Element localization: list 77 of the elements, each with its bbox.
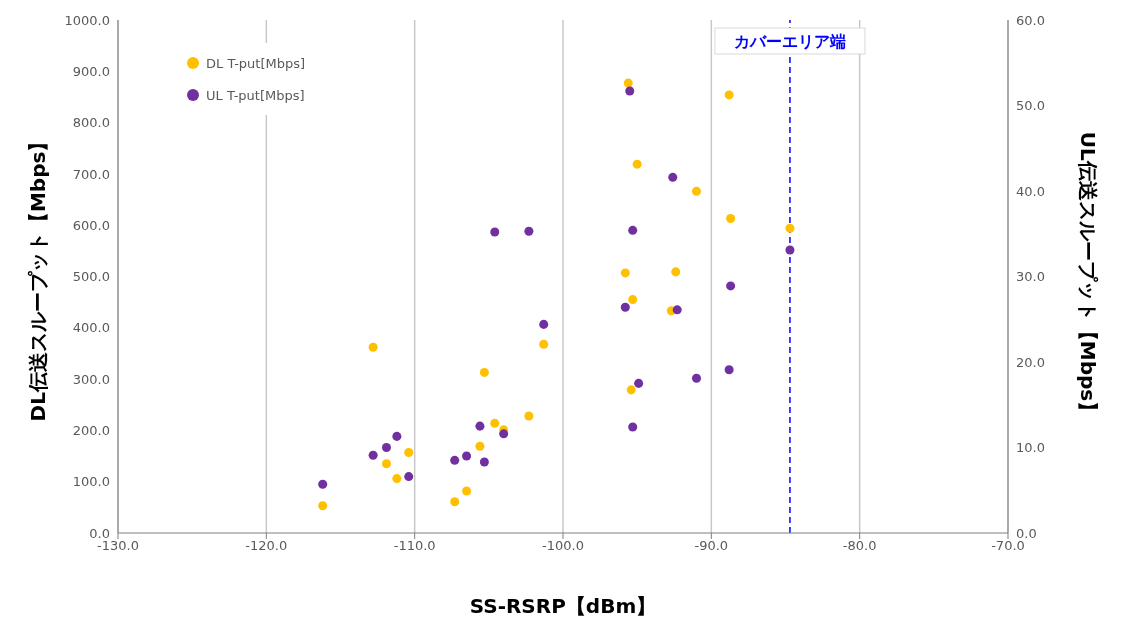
point xyxy=(672,305,682,315)
legend-label: DL T-put[Mbps] xyxy=(206,55,306,71)
point xyxy=(368,342,378,352)
point xyxy=(475,421,485,431)
point xyxy=(628,422,638,432)
point xyxy=(381,459,391,469)
point xyxy=(632,159,642,169)
point xyxy=(620,268,630,278)
y-tick-label: 900.0 xyxy=(72,63,110,79)
legend-label: UL T-put[Mbps] xyxy=(206,87,305,103)
point xyxy=(691,186,702,196)
y-axis-title: DL伝送スループット【Mbps】 xyxy=(26,131,51,422)
x-tick-label: -110.0 xyxy=(393,538,436,554)
point xyxy=(671,267,681,277)
y-tick-label: 400.0 xyxy=(72,320,110,336)
point xyxy=(462,486,472,496)
point xyxy=(724,90,734,100)
point xyxy=(490,227,500,237)
ref-line-label: カバーエリア端 xyxy=(733,31,846,51)
point xyxy=(668,172,678,182)
y2-tick-label: 40.0 xyxy=(1016,183,1045,199)
point xyxy=(368,450,378,460)
x-tick-label: -90.0 xyxy=(694,538,729,554)
y-tick-label: 600.0 xyxy=(72,217,110,233)
point xyxy=(392,474,402,484)
x-axis-title: SS-RSRP【dBm】 xyxy=(469,594,657,618)
point xyxy=(479,457,489,467)
y2-axis-title: UL伝送スループット【Mbps】 xyxy=(1075,131,1100,422)
point xyxy=(620,302,630,312)
x-tick-label: -100.0 xyxy=(542,538,584,554)
point xyxy=(634,378,644,388)
point xyxy=(726,214,736,224)
point xyxy=(785,245,795,255)
point xyxy=(724,365,734,375)
x-tick-label: -130.0 xyxy=(97,538,139,554)
y2-tick-label: 50.0 xyxy=(1016,98,1045,114)
y-tick-label: 300.0 xyxy=(72,371,110,387)
point xyxy=(404,447,414,457)
point xyxy=(691,373,702,383)
y2-tick-label: 20.0 xyxy=(1016,354,1045,370)
point xyxy=(318,501,328,511)
point xyxy=(462,451,472,461)
y-tick-label: 500.0 xyxy=(72,269,110,285)
y-tick-label: 100.0 xyxy=(72,474,110,490)
point xyxy=(475,441,485,451)
x-tick-label: -80.0 xyxy=(842,538,877,554)
point xyxy=(404,472,414,482)
point xyxy=(499,429,509,439)
y-tick-label: 800.0 xyxy=(72,115,110,131)
y2-tick-label: 0.0 xyxy=(1016,525,1037,541)
point xyxy=(524,226,534,236)
point xyxy=(318,479,328,489)
point xyxy=(450,455,460,465)
y-tick-label: 700.0 xyxy=(72,166,110,182)
point xyxy=(524,411,534,421)
point xyxy=(628,225,638,235)
point xyxy=(539,319,549,329)
point xyxy=(625,86,635,96)
y2-tick-label: 60.0 xyxy=(1016,12,1045,28)
point xyxy=(450,497,460,507)
point xyxy=(490,418,500,428)
point xyxy=(381,442,391,453)
point xyxy=(726,281,736,291)
y2-tick-label: 10.0 xyxy=(1016,440,1045,456)
point xyxy=(623,78,633,88)
y-tick-label: 0.0 xyxy=(89,525,110,541)
point xyxy=(392,431,402,441)
x-tick-label: -120.0 xyxy=(245,538,288,554)
y-tick-label: 1000.0 xyxy=(64,12,110,28)
point xyxy=(785,223,795,233)
point xyxy=(479,367,489,377)
point xyxy=(628,295,638,305)
point xyxy=(539,339,549,349)
y-tick-label: 200.0 xyxy=(72,423,110,439)
x-tick-label: -70.0 xyxy=(991,538,1025,554)
point xyxy=(626,385,636,395)
y2-tick-label: 30.0 xyxy=(1016,269,1045,285)
